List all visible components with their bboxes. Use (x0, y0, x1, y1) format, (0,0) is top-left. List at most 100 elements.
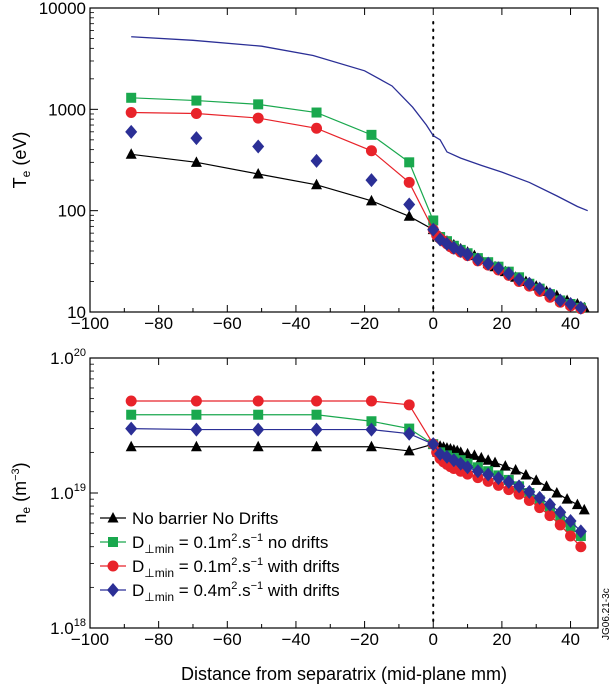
data-point (252, 112, 264, 124)
x-tick-label: −40 (282, 630, 311, 649)
data-point (574, 524, 587, 539)
data-point (190, 395, 202, 407)
data-point (523, 494, 535, 506)
data-point (403, 210, 415, 221)
data-point (554, 519, 566, 531)
legend-marker (107, 560, 119, 572)
data-point (126, 92, 137, 103)
data-point (530, 474, 542, 485)
data-point (403, 426, 416, 441)
legend-item-d01_drift: D⊥min = 0.1m2.s−1 with drifts (100, 556, 340, 580)
series-d04_drift (125, 124, 587, 315)
x-tick-label: −60 (213, 314, 242, 333)
data-point (190, 107, 202, 119)
x-tick-label: −80 (144, 630, 173, 649)
figure-id-label: JG06.21-3c (601, 588, 612, 640)
top-panel-te: −100 −80 −60 −40 −20 0 20 40 10 100 1000 10000 Te (e… (10, 0, 599, 333)
x-tick-label: −80 (144, 314, 173, 333)
legend-label: D⊥min = 0.4m2.s−1 with drifts (132, 580, 340, 604)
shared-x-axis-label: Distance from separatrix (mid-plane mm) (181, 664, 507, 684)
data-point (499, 460, 511, 471)
series-line (131, 36, 588, 212)
y-tick-label: 10000 (39, 0, 86, 18)
x-tick-label: −20 (350, 630, 379, 649)
data-point (252, 440, 264, 452)
data-point (502, 266, 515, 281)
legend-label: D⊥min = 0.1m2.s−1 with drifts (132, 556, 340, 580)
data-point (252, 139, 265, 154)
data-point (513, 488, 525, 500)
data-point (125, 395, 137, 407)
series-no_barrier (125, 438, 590, 515)
data-point (561, 493, 573, 504)
data-point (492, 261, 505, 276)
data-point (427, 222, 440, 237)
y-tick-label: 1.018 (50, 617, 86, 638)
data-point (366, 129, 377, 140)
legend-label: No barrier No Drifts (132, 509, 278, 528)
x-tick-label: 0 (429, 630, 438, 649)
data-point (574, 300, 587, 315)
data-point (492, 471, 505, 486)
data-point (190, 156, 202, 167)
data-point (533, 281, 546, 296)
data-point (482, 467, 495, 482)
data-point (190, 422, 203, 437)
data-point (403, 399, 415, 411)
data-point (564, 514, 577, 529)
data-point (575, 541, 587, 553)
data-point (571, 498, 583, 510)
data-point (513, 272, 526, 287)
legend-item-d04_drift: D⊥min = 0.4m2.s−1 with drifts (100, 580, 340, 604)
x-tick-label: −100 (71, 314, 109, 333)
data-point (533, 490, 546, 505)
data-point (554, 293, 567, 308)
x-tick-label: 0 (429, 314, 438, 333)
data-point (310, 153, 323, 168)
y-tick-label: 1.020 (50, 347, 86, 368)
data-point (492, 479, 504, 491)
y-tick-label: 1000 (48, 100, 86, 119)
data-point (311, 122, 323, 134)
x-tick-label: 20 (492, 630, 511, 649)
legend-label: D⊥min = 0.1m2.s−1 no drifts (132, 532, 328, 556)
data-point (489, 456, 501, 468)
data-point (534, 502, 546, 514)
data-point (471, 464, 484, 479)
data-point (365, 194, 377, 206)
series-upstream (131, 36, 588, 212)
data-point (541, 480, 553, 491)
data-point (510, 464, 522, 475)
data-point (311, 395, 323, 407)
series-line (131, 443, 585, 511)
data-point (565, 530, 577, 542)
data-point (253, 409, 264, 420)
data-point (471, 252, 484, 267)
data-point (404, 157, 415, 168)
data-point (191, 409, 202, 420)
x-tick-label: 40 (561, 314, 580, 333)
data-point (520, 468, 532, 480)
data-point (482, 256, 495, 271)
legend-marker (107, 512, 119, 523)
legend-marker (108, 537, 118, 547)
bottom-panel-ne: −100 −80 −60 −40 −20 0 20 40 1.018 1.019 1.020 ne (… (10, 347, 599, 649)
data-point (252, 422, 265, 437)
data-point (468, 449, 480, 460)
data-point (190, 131, 203, 146)
data-point (482, 454, 494, 465)
data-point (543, 497, 556, 512)
data-point (403, 444, 415, 456)
data-point (564, 296, 577, 311)
data-point (503, 484, 515, 496)
data-point (403, 197, 416, 212)
data-point (513, 479, 526, 494)
data-point (365, 145, 377, 157)
data-point (543, 287, 556, 302)
series-d04_drift (125, 421, 587, 539)
data-point (252, 168, 264, 179)
legend-marker (107, 583, 119, 597)
data-point (311, 440, 323, 452)
data-point (544, 510, 556, 522)
